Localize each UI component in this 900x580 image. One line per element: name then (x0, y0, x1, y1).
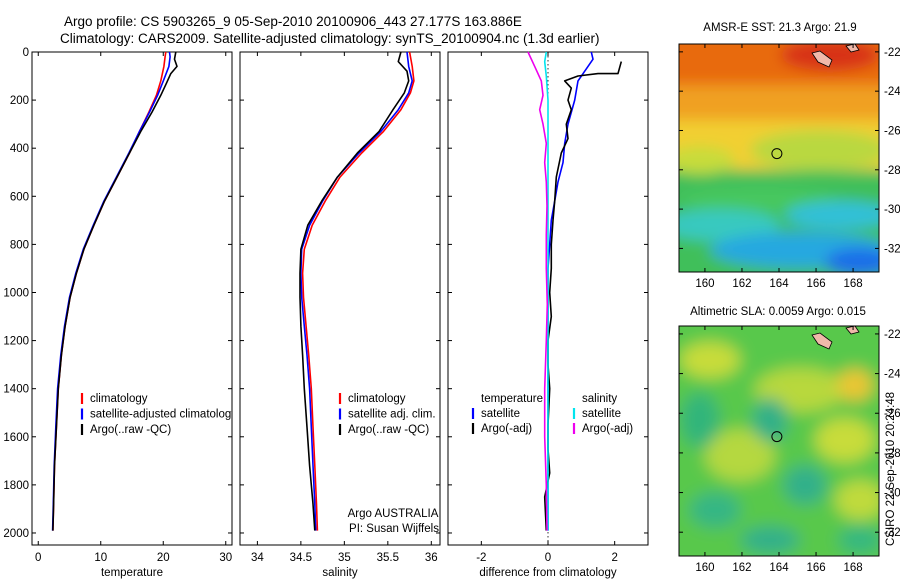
legend-label: climatology (348, 393, 406, 405)
y-tick-label: 800 (10, 239, 29, 251)
x-tick-label: 0 (35, 552, 41, 564)
temperature-legend: climatology satellite-adjusted climatolog… (80, 393, 237, 436)
map-x-tick-label: 162 (732, 562, 751, 574)
series-line-climatology (52, 51, 167, 531)
map-x-tick-label: 164 (769, 562, 789, 574)
x-tick-label: 35 (338, 552, 351, 564)
sla-map: Altimetric SLA: 0.0059 Argo: 0.015 (678, 306, 900, 574)
map-x-tick-label: 164 (769, 278, 789, 290)
y-tick-label: 1800 (3, 480, 29, 492)
map-y-tick-label: -24 (884, 369, 900, 381)
salinity-legend: climatology satellite adj. clim. Argo(..ra… (338, 393, 436, 436)
series-line-argo-adj- (527, 51, 549, 531)
map-x-tick-label: 166 (806, 562, 825, 574)
series-line-climatology (301, 51, 415, 531)
map-x-tick-label: 160 (695, 278, 714, 290)
y-tick-label: 0 (23, 47, 29, 59)
y-tick-label: 400 (10, 143, 29, 155)
y-tick-label: 1600 (3, 432, 29, 444)
pi-label: PI: Susan Wijffels (349, 523, 439, 535)
y-tick-label: 1000 (3, 287, 29, 299)
map-x-tick-label: 166 (806, 278, 825, 290)
series-line-satellite-adj-clim- (300, 51, 413, 531)
x-tick-label: 0 (545, 552, 551, 564)
y-tick-label: 1400 (3, 384, 29, 396)
x-tick-label: 10 (94, 552, 107, 564)
legend-label: Argo(..raw -QC) (348, 424, 429, 436)
map-y-tick-label: -30 (884, 204, 900, 216)
x-tick-label: 34 (251, 552, 264, 564)
legend-label: satellite (481, 408, 520, 420)
map-y-tick-label: -26 (884, 125, 900, 137)
y-tick-label: 2000 (3, 528, 29, 540)
sla-map-title: Altimetric SLA: 0.0059 Argo: 0.015 (690, 306, 866, 318)
plot-frame (31, 51, 233, 546)
island-shape (845, 325, 860, 335)
legend-label: satellite-adjusted climatology (90, 409, 237, 421)
map-y-tick-label: -22 (884, 329, 900, 341)
difference-legend: temperature salinity satellite Argo(-adj) sa… (471, 393, 633, 435)
map-y-tick-label: -32 (884, 243, 900, 255)
sst-map-title: AMSR-E SST: 21.3 Argo: 21.9 (703, 22, 856, 34)
figure-title-line1: Argo profile: CS 5903265_9 05-Sep-2010 2… (64, 14, 522, 29)
x-tick-label: 30 (219, 552, 232, 564)
series-line-satellite-adjusted-climatology (51, 51, 171, 531)
legend-label: Argo(-adj) (481, 423, 532, 435)
x-axis-label: difference from climatology (479, 567, 616, 579)
x-tick-label: 2 (611, 552, 617, 564)
map-y-tick-label: -22 (884, 47, 900, 59)
map-x-tick-label: 168 (843, 562, 862, 574)
map-y-tick-label: -30 (884, 488, 900, 500)
x-tick-label: 20 (157, 552, 170, 564)
legend-label: satellite adj. clim. (348, 409, 436, 421)
map-x-tick-label: 168 (843, 278, 862, 290)
legend-label: climatology (90, 393, 148, 405)
x-tick-label: -2 (476, 552, 486, 564)
temperature-panel: 0 10 20 30 0 200 400 600 800 1000 1200 1400 1600 1800… (3, 47, 237, 579)
island-shape (811, 50, 833, 68)
sst-map: AMSR-E SST: 21.3 Argo: 21.9 160 162 164 166… (678, 22, 900, 290)
argo-location-marker (771, 431, 783, 443)
legend-label: Argo(-adj) (582, 423, 633, 435)
series-line-argo-adj- (543, 61, 623, 531)
difference-panel: -2 0 2 difference from climatology temperatu… (447, 51, 649, 579)
island-shape (811, 332, 833, 350)
y-tick-label: 600 (10, 191, 29, 203)
x-tick-label: 35.5 (377, 552, 399, 564)
legend-label: satellite (582, 408, 621, 420)
argo-location-marker (771, 148, 783, 160)
map-y-tick-label: -24 (884, 86, 900, 98)
legend-label: Argo(..raw -QC) (90, 424, 171, 436)
legend-header-salinity: salinity (582, 393, 617, 405)
side-credit-label: CSIRO 22-Sep-2010 20:24:48 (885, 392, 897, 546)
x-axis-label: temperature (101, 567, 163, 579)
map-x-tick-label: 160 (695, 562, 714, 574)
series-line-argo-raw-qc- (52, 51, 178, 531)
y-tick-label: 1200 (3, 336, 29, 348)
map-y-tick-label: -28 (884, 448, 900, 460)
map-y-tick-label: -32 (884, 527, 900, 539)
x-tick-label: 36 (425, 552, 438, 564)
plot-frame (239, 51, 441, 546)
series-line-satellite (547, 51, 594, 531)
map-y-tick-label: -26 (884, 408, 900, 420)
salinity-panel: 34 34.5 35 35.5 36 salinity climatology satelli… (239, 51, 441, 579)
x-tick-label: 34.5 (290, 552, 312, 564)
figure-title-line2: Climatology: CARS2009. Satellite-adjuste… (60, 31, 600, 46)
map-x-tick-label: 162 (732, 278, 751, 290)
x-axis-label: salinity (322, 567, 357, 579)
series-line-satellite (543, 51, 549, 531)
legend-header-temperature: temperature (481, 393, 543, 405)
argo-program-label: Argo AUSTRALIA (348, 508, 439, 520)
island-shape (845, 43, 860, 53)
series-line-argo-raw-qc- (299, 51, 410, 531)
map-y-tick-label: -28 (884, 165, 900, 177)
y-tick-label: 200 (10, 95, 29, 107)
